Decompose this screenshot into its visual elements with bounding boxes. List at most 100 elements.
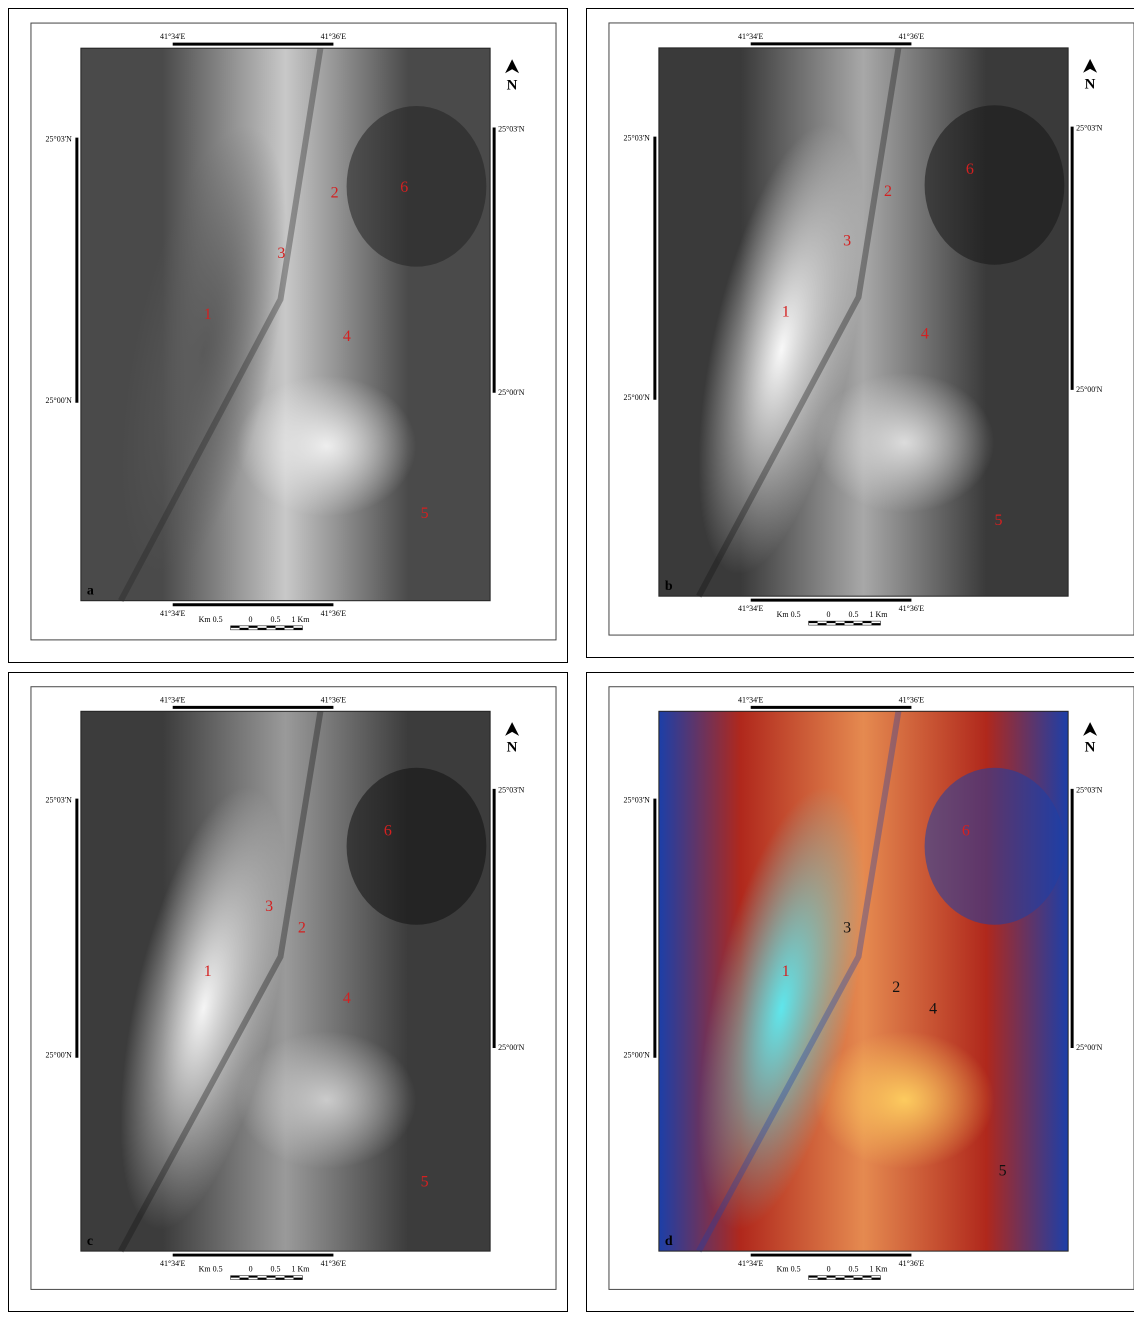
image-feature xyxy=(925,105,1065,265)
longitude-label: 41°34'E xyxy=(160,32,186,41)
latitude-label: 25°00'N xyxy=(624,393,651,402)
longitude-label: 41°34'E xyxy=(738,32,764,41)
latitude-label: 25°00'N xyxy=(624,1051,651,1060)
site-label: 4 xyxy=(929,1001,937,1018)
scale-label: 1 Km xyxy=(292,1265,311,1274)
scale-label: 1 Km xyxy=(870,1265,889,1274)
north-arrow xyxy=(505,59,519,73)
north-label: N xyxy=(1085,740,1096,756)
latitude-label: 25°00'N xyxy=(46,1051,73,1060)
north-label: N xyxy=(1085,77,1096,93)
scale-label: Km 0.5 xyxy=(199,615,223,624)
scale-bar-segment xyxy=(854,1278,863,1280)
latitude-label: 25°03'N xyxy=(498,125,525,134)
image-feature xyxy=(347,768,487,925)
longitude-label: 41°36'E xyxy=(321,609,347,618)
longitude-label: 41°34'E xyxy=(160,1259,186,1268)
image-feature xyxy=(815,1031,995,1168)
scale-label: 1 Km xyxy=(292,615,311,624)
longitude-label: 41°34'E xyxy=(738,696,764,705)
scale-label: 0.5 xyxy=(271,1265,281,1274)
north-arrow xyxy=(1083,59,1097,73)
site-label: 6 xyxy=(400,179,408,196)
site-label: 3 xyxy=(265,898,273,915)
north-arrow xyxy=(1083,722,1097,736)
scale-bar-segment xyxy=(871,1278,880,1280)
north-label: N xyxy=(507,77,518,93)
latitude-label: 25°03'N xyxy=(498,786,525,795)
longitude-label: 41°34'E xyxy=(160,696,186,705)
scale-bar-segment xyxy=(231,626,240,628)
map: 41°34'E41°34'E41°36'E41°36'E25°03'N25°03… xyxy=(587,673,1134,1311)
scale-bar-segment xyxy=(258,628,267,630)
panel-letter: c xyxy=(87,1233,93,1248)
longitude-label: 41°36'E xyxy=(899,32,925,41)
site-label: 2 xyxy=(298,920,306,937)
site-label: 1 xyxy=(204,963,212,980)
scale-label: 0 xyxy=(827,610,831,619)
scale-bar-segment xyxy=(276,1278,285,1280)
latitude-label: 25°00'N xyxy=(1076,385,1103,394)
scale-bar-segment xyxy=(809,621,818,623)
latitude-label: 25°03'N xyxy=(624,796,651,805)
scale-bar-segment xyxy=(836,1278,845,1280)
image-feature xyxy=(347,106,487,267)
scale-label: Km 0.5 xyxy=(199,1265,223,1274)
scale-bar-segment xyxy=(863,621,872,623)
scale-bar-segment xyxy=(871,623,880,625)
site-label: 6 xyxy=(962,823,970,840)
scale-label: 0 xyxy=(827,1265,831,1274)
longitude-label: 41°34'E xyxy=(738,604,764,613)
panel-letter: a xyxy=(87,584,94,599)
site-label: 1 xyxy=(204,306,212,323)
map: 41°34'E41°34'E41°36'E41°36'E25°03'N25°03… xyxy=(9,9,567,662)
image-feature xyxy=(237,376,417,517)
latitude-label: 25°00'N xyxy=(498,1043,525,1052)
scale-bar-segment xyxy=(240,1278,249,1280)
figure: 41°34'E 41°34'E 41°36'E 41°36'E 25°03'N 25°03… xyxy=(0,0,1134,1319)
scale-label: 1 Km xyxy=(870,610,889,619)
image-feature xyxy=(815,373,995,513)
map-panel: 41°34'E 41°34'E 41°36'E 41°36'E 25°03'N 25°03… xyxy=(8,672,568,1312)
scale-label: 0.5 xyxy=(849,610,859,619)
scale-bar-segment xyxy=(231,1276,240,1278)
scale-bar-segment xyxy=(249,626,258,628)
latitude-label: 25°03'N xyxy=(46,135,73,144)
scale-label: 0 xyxy=(249,615,253,624)
longitude-label: 41°36'E xyxy=(321,1259,347,1268)
north-arrow xyxy=(505,722,519,736)
scale-bar-segment xyxy=(267,626,276,628)
site-label: 5 xyxy=(995,512,1003,529)
latitude-label: 25°03'N xyxy=(1076,786,1103,795)
scale-bar-segment xyxy=(863,1276,872,1278)
site-label: 2 xyxy=(892,979,900,996)
scale-bar-segment xyxy=(809,1276,818,1278)
site-label: 1 xyxy=(782,304,790,321)
scale-bar-segment xyxy=(818,1278,827,1280)
longitude-label: 41°36'E xyxy=(899,696,925,705)
latitude-label: 25°00'N xyxy=(1076,1043,1103,1052)
latitude-label: 25°03'N xyxy=(46,796,73,805)
site-label: 5 xyxy=(999,1163,1007,1180)
scale-bar-segment xyxy=(276,628,285,630)
site-label: 2 xyxy=(331,184,339,201)
panel-letter: d xyxy=(665,1233,673,1248)
scale-bar-segment xyxy=(285,626,294,628)
scale-bar-segment xyxy=(285,1276,294,1278)
image-feature xyxy=(925,768,1065,925)
site-label: 6 xyxy=(966,161,974,178)
scale-bar-segment xyxy=(249,1276,258,1278)
site-label: 4 xyxy=(343,990,351,1007)
site-label: 3 xyxy=(277,245,285,262)
scale-bar-segment xyxy=(845,1276,854,1278)
map: 41°34'E41°34'E41°36'E41°36'E25°03'N25°03… xyxy=(587,9,1134,657)
longitude-label: 41°36'E xyxy=(321,696,347,705)
scale-bar-segment xyxy=(293,1278,302,1280)
longitude-label: 41°34'E xyxy=(160,609,186,618)
scale-bar-segment xyxy=(258,1278,267,1280)
scale-bar-segment xyxy=(827,621,836,623)
site-label: 4 xyxy=(343,328,351,345)
